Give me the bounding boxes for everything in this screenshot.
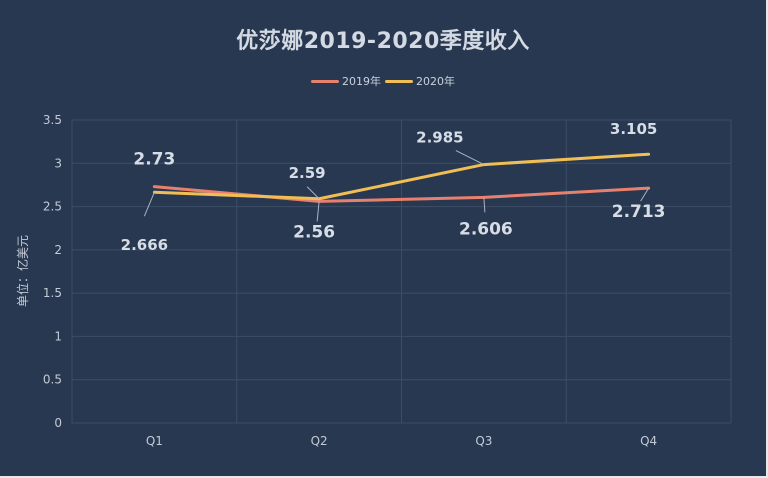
y-tick-label: 2.5 xyxy=(43,200,62,214)
legend-swatch-2019 xyxy=(311,79,339,83)
y-tick-label: 1 xyxy=(54,329,62,343)
y-tick-label: 1.5 xyxy=(43,286,62,300)
y-tick-label: 3.5 xyxy=(43,113,62,127)
data-label: 2.56 xyxy=(293,222,335,242)
label-leader-line xyxy=(143,192,155,217)
y-tick-label: 0 xyxy=(54,416,62,430)
x-tick-label: Q4 xyxy=(640,434,657,448)
legend-swatch-2020 xyxy=(385,79,413,83)
data-label: 3.105 xyxy=(610,120,657,138)
y-tick-label: 0.5 xyxy=(43,373,62,387)
legend-item-2019[interactable]: 2019年 xyxy=(311,73,381,89)
data-label: 2.59 xyxy=(289,164,326,182)
legend-label-2020: 2020年 xyxy=(416,75,455,88)
label-leader-line xyxy=(455,150,485,166)
data-label: 2.713 xyxy=(612,202,666,222)
x-tick-label: Q3 xyxy=(475,434,492,448)
x-tick-label: Q1 xyxy=(146,434,163,448)
legend: 2019年 2020年 xyxy=(0,73,766,89)
legend-item-2020[interactable]: 2020年 xyxy=(385,73,455,89)
chart-title: 优莎娜2019-2020季度收入 xyxy=(236,29,530,54)
y-tick-label: 3 xyxy=(54,156,62,170)
label-leader-line xyxy=(483,197,486,213)
data-label: 2.606 xyxy=(459,219,513,239)
y-tick-label: 2 xyxy=(54,243,62,257)
label-leader-line xyxy=(306,186,320,200)
series-line-1[interactable] xyxy=(152,152,651,201)
label-leader-line xyxy=(640,187,650,202)
data-label: 2.985 xyxy=(416,129,463,147)
x-tick-label: Q2 xyxy=(311,434,328,448)
legend-label-2019: 2019年 xyxy=(342,75,381,88)
data-label: 2.73 xyxy=(133,150,175,170)
label-leader-line xyxy=(316,201,320,222)
y-axis-label: 单位：亿美元 xyxy=(15,235,30,307)
data-label: 2.666 xyxy=(121,236,168,254)
